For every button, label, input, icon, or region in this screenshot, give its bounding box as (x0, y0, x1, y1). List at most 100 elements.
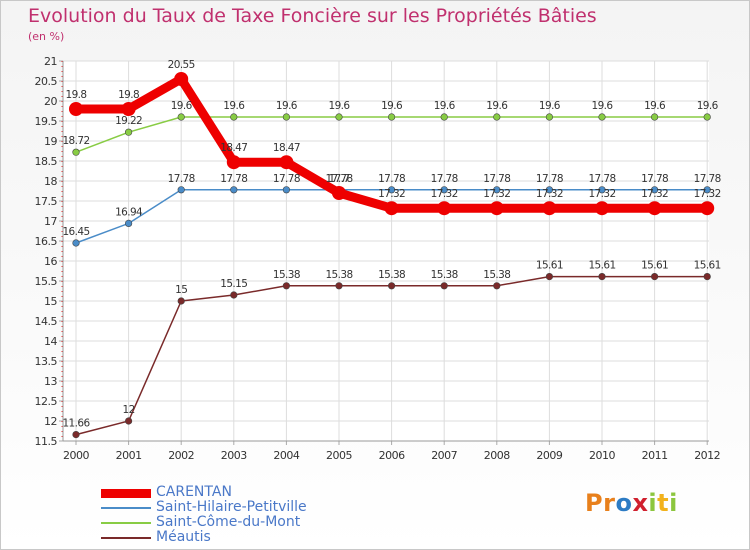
data-label: 19.6 (171, 100, 193, 112)
y-tick-label: 14.5 (35, 315, 58, 328)
x-tick-label: 2011 (642, 449, 668, 462)
y-tick-label: 21 (44, 55, 57, 68)
x-tick-label: 2000 (63, 449, 89, 462)
data-label: 15.38 (325, 269, 352, 281)
y-tick-label: 15 (44, 295, 57, 308)
x-tick-label: 2009 (536, 449, 562, 462)
data-label: 19.6 (434, 100, 456, 112)
legend-item: Méautis (101, 529, 361, 545)
data-point (72, 148, 80, 156)
data-label: 17.78 (694, 173, 721, 185)
data-point (177, 186, 185, 194)
data-label: 15.61 (694, 260, 721, 272)
data-point (493, 282, 501, 290)
data-point (440, 186, 448, 194)
x-tick-label: 2012 (694, 449, 720, 462)
data-label: 15.38 (273, 269, 300, 281)
data-label: 19.6 (486, 100, 508, 112)
data-point (650, 273, 659, 281)
data-label: 17.32 (694, 188, 721, 200)
data-label: 11.66 (62, 418, 90, 430)
data-point (388, 186, 396, 194)
chart-title: Evolution du Taux de Taxe Foncière sur l… (28, 5, 597, 27)
data-label: 15 (175, 284, 187, 296)
legend-label: Méautis (156, 529, 211, 545)
data-label: 16.94 (115, 206, 143, 218)
data-point (121, 102, 136, 116)
legend-swatch (101, 507, 151, 509)
data-point (226, 155, 241, 170)
data-point (598, 113, 606, 121)
data-label: 17.78 (325, 173, 352, 185)
legend-item: Saint-Côme-du-Mont (101, 514, 361, 530)
data-point (650, 186, 659, 194)
data-point (72, 431, 80, 439)
data-point (595, 201, 609, 216)
y-tick-label: 17 (44, 215, 57, 228)
data-point (440, 113, 448, 121)
y-tick-label: 13.5 (35, 355, 58, 368)
logo-letter: i (669, 489, 678, 517)
data-point (230, 186, 238, 194)
data-point (335, 282, 343, 290)
data-point (647, 201, 662, 216)
y-tick-label: 12 (44, 415, 57, 428)
proxiti-logo: Proxiti (585, 489, 678, 517)
data-point (440, 282, 448, 290)
data-label: 19.6 (329, 100, 351, 112)
data-label: 20.55 (168, 59, 195, 71)
data-label: 17.32 (588, 188, 615, 200)
data-point (124, 417, 133, 425)
data-point (493, 113, 501, 121)
data-point (282, 282, 291, 290)
x-tick-label: 2005 (326, 449, 352, 462)
legend-item: CARENTAN (101, 484, 361, 500)
data-label: 17.78 (273, 173, 300, 185)
x-tick-label: 2010 (589, 449, 615, 462)
data-point (700, 201, 715, 216)
data-point (279, 155, 294, 170)
data-label: 15.15 (220, 278, 247, 290)
y-tick-label: 17.5 (35, 195, 58, 208)
data-point (230, 113, 238, 121)
legend-label: Saint-Côme-du-Mont (156, 514, 301, 530)
y-tick-label: 11.5 (35, 435, 58, 448)
data-label: 17.78 (588, 173, 615, 185)
y-tick-label: 20 (44, 95, 57, 108)
data-point (388, 282, 396, 290)
data-label: 17.78 (220, 173, 247, 185)
data-point (174, 72, 189, 86)
data-label: 17.78 (431, 173, 458, 185)
data-label: 17.32 (483, 188, 510, 200)
data-point (437, 201, 452, 216)
data-point (332, 186, 346, 200)
data-label: 15.38 (431, 269, 458, 281)
data-label: 19.6 (592, 100, 614, 112)
x-tick-label: 2006 (379, 449, 405, 462)
data-label: 17.32 (536, 188, 563, 200)
y-tick-label: 19.5 (35, 115, 58, 128)
logo-letter: o (615, 489, 633, 517)
x-tick-label: 2008 (484, 449, 510, 462)
legend-label: Saint-Hilaire-Petitville (156, 499, 307, 515)
data-label: 17.78 (378, 173, 405, 185)
x-tick-label: 2004 (273, 449, 299, 462)
data-label: 18.47 (220, 142, 247, 154)
data-label: 15.61 (536, 260, 563, 272)
data-label: 17.78 (168, 173, 195, 185)
data-point (542, 201, 557, 216)
y-tick-label: 19 (44, 135, 57, 148)
x-tick-label: 2002 (168, 449, 194, 462)
data-point (703, 273, 711, 281)
data-point (703, 186, 711, 194)
x-tick-label: 2003 (221, 449, 247, 462)
data-point (489, 201, 504, 216)
data-point (545, 273, 554, 281)
data-label: 18.72 (62, 135, 89, 147)
legend-swatch (101, 522, 151, 524)
data-label: 19.8 (66, 89, 87, 101)
data-label: 19.6 (644, 100, 666, 112)
y-tick-label: 18 (44, 175, 57, 188)
legend: CARENTAN Saint-Hilaire-Petitville Saint-Cô… (101, 484, 361, 545)
